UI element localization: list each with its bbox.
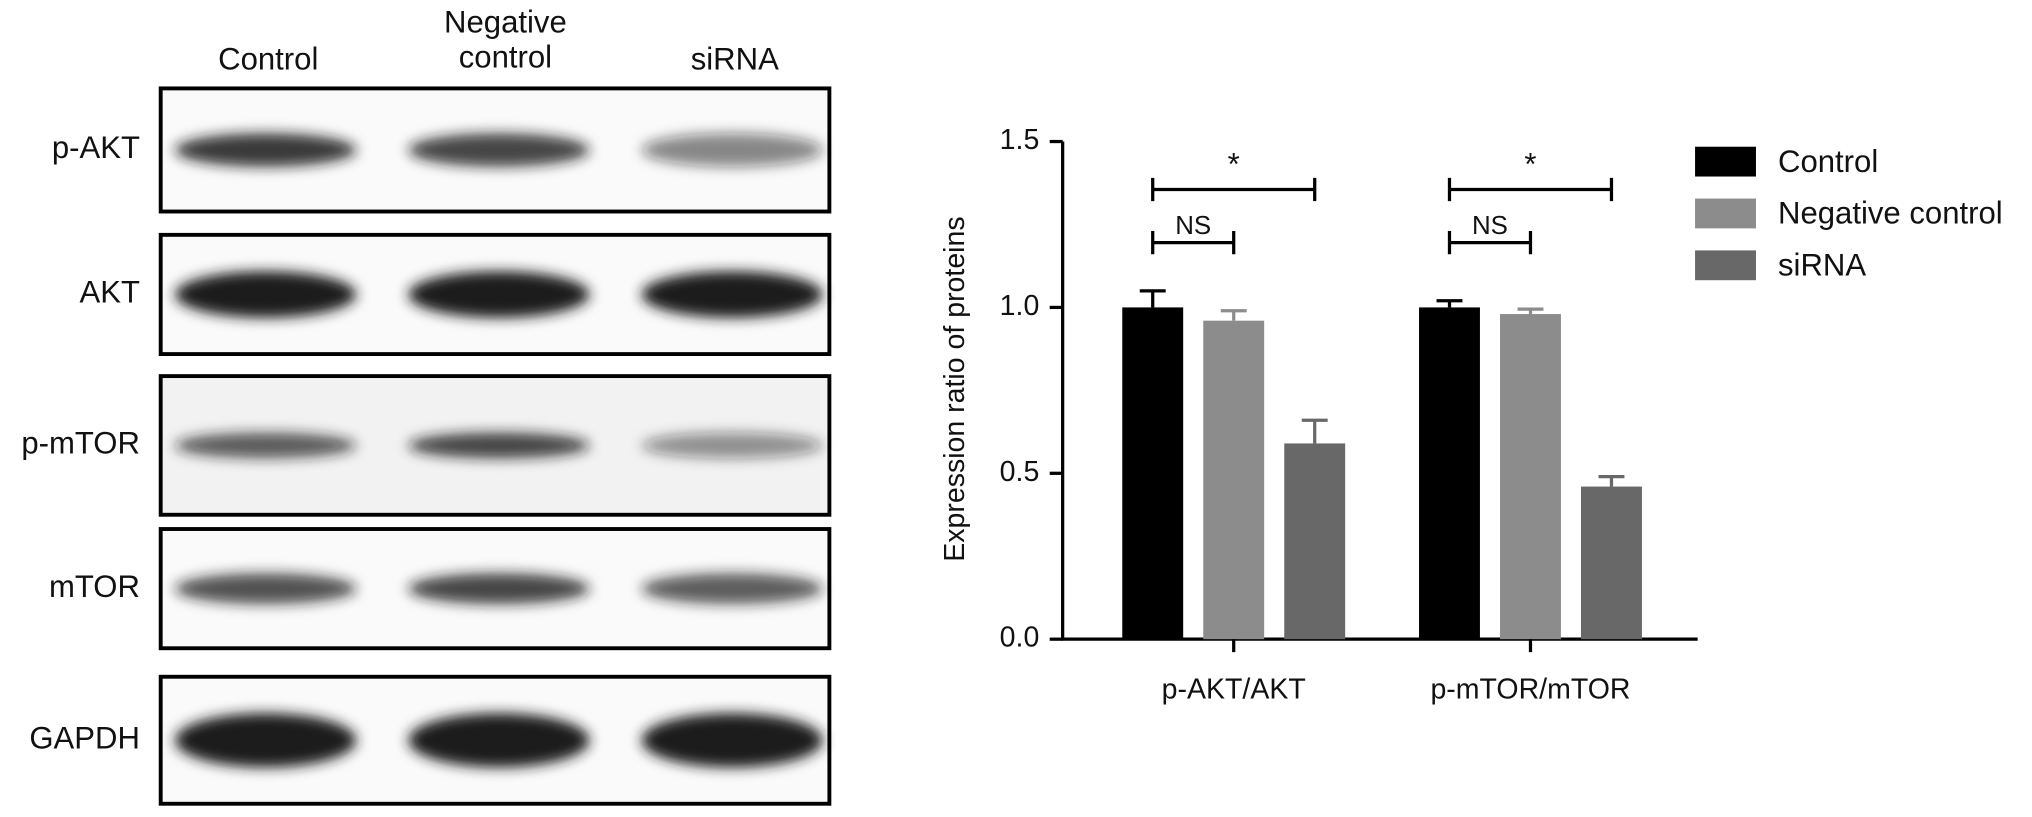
y-axis-label: Expression ratio of proteins: [939, 216, 971, 561]
band: [641, 713, 823, 768]
band: [174, 133, 357, 167]
row-label: mTOR: [49, 569, 140, 604]
significance-label: *: [1524, 146, 1536, 181]
band: [174, 573, 357, 605]
band: [174, 432, 357, 459]
significance-bracket: [1151, 177, 1317, 202]
legend-swatch: [1695, 146, 1756, 177]
bar: [1419, 307, 1480, 640]
band: [641, 432, 823, 459]
bar: [1581, 486, 1642, 640]
legend-label: Negative control: [1778, 196, 2003, 231]
band: [408, 271, 590, 318]
band: [641, 271, 823, 318]
band: [174, 713, 357, 768]
significance-bracket: [1447, 230, 1533, 255]
band: [408, 432, 590, 459]
y-tick-label: 0.0: [1000, 622, 1040, 654]
significance-label: NS: [1175, 212, 1211, 240]
bar: [1203, 320, 1265, 640]
lane-label-box: Negative control: [444, 5, 567, 76]
bar: [1122, 307, 1184, 640]
row-label: p-mTOR: [21, 426, 140, 461]
band: [174, 271, 357, 318]
legend-swatch: [1695, 198, 1756, 229]
bar: [1500, 314, 1561, 640]
y-tick-label: 0.5: [1000, 456, 1040, 488]
row-label: AKT: [79, 275, 139, 310]
legend-swatch: [1695, 250, 1756, 281]
significance-bracket: [1447, 177, 1614, 202]
significance-label: NS: [1472, 212, 1508, 240]
y-tick-label: 1.0: [1000, 290, 1040, 322]
x-tick-label: p-mTOR/mTOR: [1430, 674, 1630, 706]
row-label: p-AKT: [52, 130, 140, 165]
significance-label: *: [1228, 146, 1240, 181]
y-tick-label: 1.5: [1000, 124, 1040, 156]
lane-label: siRNA: [691, 41, 779, 76]
lane-label: Control: [218, 41, 318, 76]
legend-label: siRNA: [1778, 247, 1866, 282]
band: [408, 713, 590, 768]
row-label: GAPDH: [29, 720, 140, 755]
band: [408, 573, 590, 605]
bar: [1284, 443, 1346, 640]
lane-label: Negative control: [444, 5, 567, 76]
x-tick-label: p-AKT/AKT: [1162, 674, 1306, 706]
band: [408, 133, 590, 167]
legend-label: Control: [1778, 144, 1878, 179]
band: [641, 573, 823, 605]
band: [641, 133, 823, 167]
significance-bracket: [1151, 230, 1236, 255]
